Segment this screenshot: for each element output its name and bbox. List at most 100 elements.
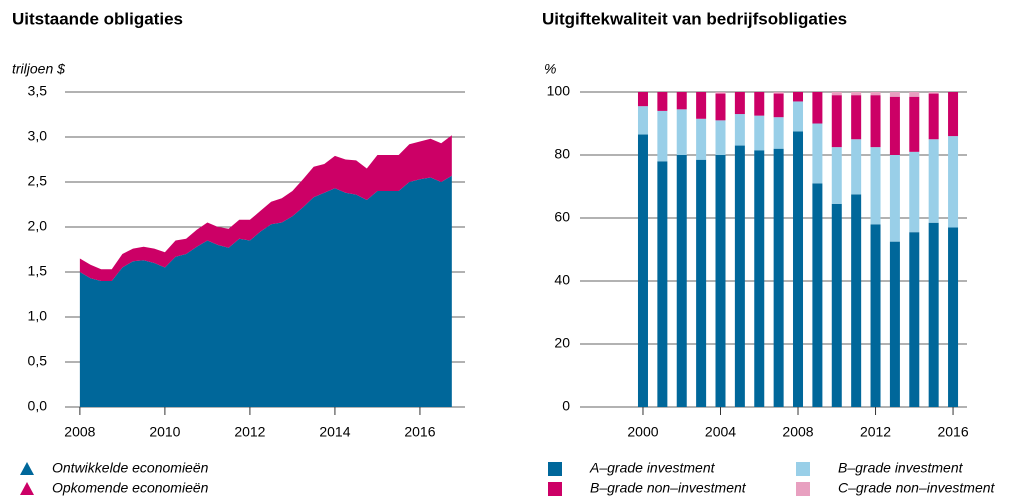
bar-segment [715, 155, 726, 407]
bar-segment [696, 159, 707, 407]
y-tick-label: 1,5 [28, 263, 48, 279]
bar-segment [754, 92, 765, 116]
y-axis-label: triljoen $ [12, 61, 65, 77]
bar-segment [928, 222, 939, 407]
legend-label: A–grade investment [589, 460, 716, 476]
x-tick-label: 2010 [149, 424, 180, 440]
y-tick-label: 1,0 [28, 308, 48, 324]
y-tick-label: 40 [554, 272, 570, 288]
x-tick-label: 2016 [937, 424, 968, 440]
y-tick-label: 2,0 [28, 218, 48, 234]
bar-segment [734, 145, 745, 408]
bar-segment [734, 114, 745, 146]
y-tick-label: 0,0 [28, 398, 48, 414]
bar-segment [870, 92, 881, 96]
bar-segment [657, 161, 668, 407]
y-tick-label: 60 [554, 209, 570, 225]
bar-segment [889, 155, 900, 242]
bar-segment [928, 139, 939, 223]
legend-label: C–grade non–investment [838, 480, 996, 496]
bar-segment [909, 92, 920, 97]
bar-segment [676, 109, 687, 155]
x-tick-label: 2008 [64, 424, 95, 440]
y-axis-label: % [544, 61, 556, 77]
bar-segment [793, 131, 804, 407]
bar-segment [909, 232, 920, 407]
legend-label: Opkomende economieën [52, 480, 209, 496]
legend-marker [548, 482, 562, 496]
legend-label: Ontwikkelde economieën [52, 460, 209, 476]
bar-segment [793, 92, 804, 102]
bar-segment [889, 92, 900, 97]
bar-segment [696, 92, 707, 119]
bar-segment [715, 120, 726, 155]
bar-segment [831, 203, 842, 407]
bar-segment [870, 147, 881, 225]
bar-segment [676, 155, 687, 407]
bar-segment [831, 92, 842, 96]
chart-title: Uitgiftekwaliteit van bedrijfsobligaties [542, 9, 847, 28]
bar-segment [657, 110, 668, 162]
bar-segment [812, 92, 823, 124]
y-tick-label: 20 [554, 335, 570, 351]
chart-title: Uitstaande obligaties [12, 9, 183, 28]
bar-segment [773, 93, 784, 118]
y-tick-label: 0 [562, 398, 570, 414]
x-tick-label: 2000 [627, 424, 658, 440]
bar-segment [637, 106, 648, 135]
bar-segment [948, 136, 959, 228]
bar-segment [812, 183, 823, 407]
bar-segment [657, 92, 668, 111]
bar-segment [889, 96, 900, 155]
bar-segment [909, 151, 920, 233]
bar-segment [889, 241, 900, 407]
bar-segment [948, 92, 959, 137]
legend-marker [20, 482, 34, 495]
bar-segment [734, 92, 745, 115]
bar-segment [793, 101, 804, 132]
legend-label: B–grade investment [838, 460, 964, 476]
bar-segment [773, 148, 784, 407]
bar-segment [851, 139, 862, 195]
bar-segment [637, 92, 648, 107]
y-tick-label: 0,5 [28, 353, 48, 369]
x-tick-label: 2012 [234, 424, 265, 440]
bar-segment [773, 117, 784, 149]
legend-marker [796, 462, 810, 476]
bar-segment [851, 92, 862, 96]
bar-segment [909, 96, 920, 152]
bar-segment [812, 123, 823, 184]
bar-segment [851, 194, 862, 407]
x-tick-label: 2012 [860, 424, 891, 440]
x-tick-label: 2008 [782, 424, 813, 440]
y-tick-label: 3,5 [28, 83, 48, 99]
legend-marker [796, 482, 810, 496]
y-tick-label: 3,0 [28, 128, 48, 144]
bar-segment [831, 147, 842, 204]
bar-segment [754, 115, 765, 151]
legend-marker [20, 462, 34, 475]
area [79, 175, 452, 407]
area [79, 135, 452, 281]
bar-segment [696, 118, 707, 160]
bar-segment [870, 224, 881, 407]
bar-segment [637, 134, 648, 407]
bar-segment [715, 92, 726, 94]
legend-marker [548, 462, 562, 476]
x-tick-label: 2004 [705, 424, 736, 440]
bar-segment [870, 95, 881, 148]
y-tick-label: 80 [554, 146, 570, 162]
bar-segment [831, 95, 842, 148]
bar-segment [928, 93, 939, 140]
bar-segment [948, 227, 959, 407]
bar-segment [715, 93, 726, 121]
bar-segment [851, 95, 862, 140]
y-tick-label: 2,5 [28, 173, 48, 189]
x-tick-label: 2014 [319, 424, 350, 440]
bar-segment [754, 150, 765, 407]
x-tick-label: 2016 [404, 424, 435, 440]
bar-segment [676, 92, 687, 110]
bar-segment [773, 92, 784, 94]
legend-label: B–grade non–investment [590, 480, 747, 496]
